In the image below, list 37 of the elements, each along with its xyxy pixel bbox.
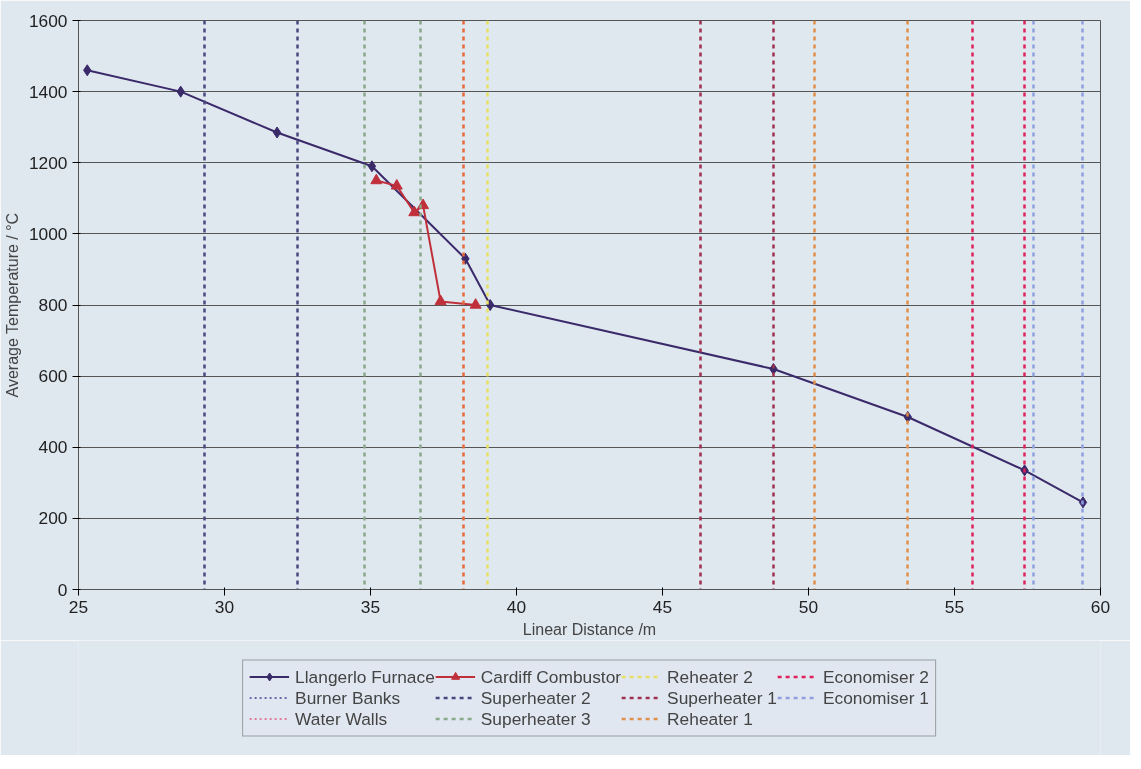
y-tick-label: 600 [38,366,68,387]
y-tick-label: 0 [57,579,68,600]
x-tick-label: 35 [360,596,381,617]
x-tick-label: 40 [506,596,527,617]
legend-label: Reheater 2 [667,666,753,687]
y-axis-title: Average Temperature / °C [3,212,21,398]
point [370,173,383,185]
y-tick-label: 1400 [28,81,68,102]
legend-label: Superheater 1 [667,687,777,708]
legend-label: Llangerlo Furnace [295,666,435,687]
y-tick-label: 1200 [28,152,68,173]
legend-label: Burner Banks [295,687,401,708]
y-tick-label: 800 [38,295,68,315]
point [390,179,403,190]
x-tick-label: 30 [214,596,235,617]
legend-label: Cardiff Combustor [480,666,622,687]
legend-label: Reheater 1 [667,708,753,729]
x-tick-label: 60 [1090,596,1111,617]
legend-label: Superheater 3 [480,708,591,729]
point [469,298,482,309]
x-tick-label: 55 [944,596,965,617]
x-tick-label: 45 [652,596,673,617]
x-axis-title: Linear Distance /m [522,620,657,638]
point [367,160,377,173]
legend-label: Water Walls [295,708,388,729]
x-tick-label: 50 [798,596,819,617]
y-tick-label: 1000 [28,223,68,244]
y-tick-label: 1600 [28,10,68,31]
y-tick-label: 400 [38,437,68,458]
x-tick-label: 25 [68,596,89,617]
legend-label: Economiser 1 [822,687,929,708]
point [408,205,421,217]
point [272,126,282,139]
legend-label: Economiser 2 [822,666,929,687]
point [434,294,447,306]
legend-label: Superheater 2 [480,687,591,708]
y-tick-label: 200 [38,508,68,529]
